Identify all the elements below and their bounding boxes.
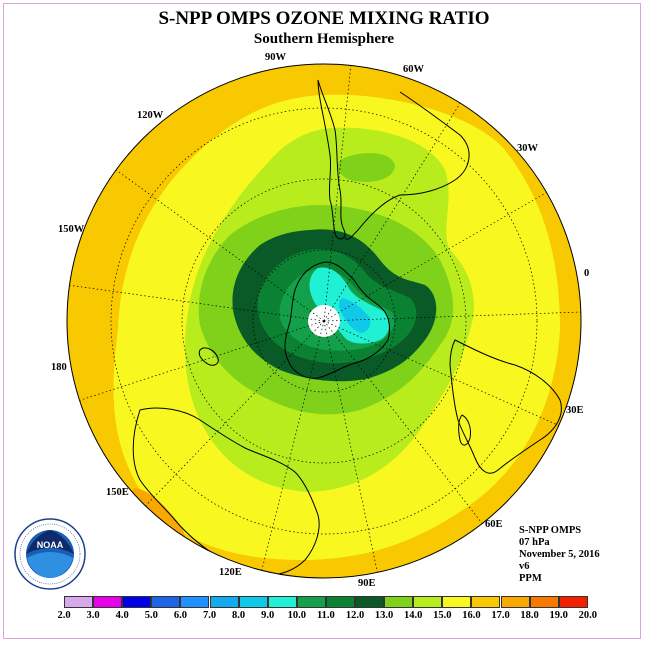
meridian-line xyxy=(145,320,325,507)
coast-africa xyxy=(449,339,562,474)
colorbar-tick-label: 7.0 xyxy=(202,610,217,621)
field-blue xyxy=(338,298,371,333)
info-units: PPM xyxy=(519,573,542,584)
colorbar-swatch xyxy=(296,596,326,608)
lon-label-30w: 30W xyxy=(517,143,538,154)
meridian-line xyxy=(323,320,378,573)
lon-label-60w: 60W xyxy=(403,64,424,75)
colorbar-swatch xyxy=(442,596,472,608)
colorbar-tick-label: 17.0 xyxy=(491,610,510,621)
coast-new-zealand xyxy=(198,347,219,366)
noaa-logo: NOAA xyxy=(14,518,86,590)
info-level: 07 hPa xyxy=(519,537,550,548)
colorbar-swatch xyxy=(267,596,297,608)
figure-frame xyxy=(3,3,641,639)
colorbar-tick-label: 15.0 xyxy=(433,610,452,621)
info-block: S-NPP OMPS 07 hPa November 5, 2016 v6 PP… xyxy=(519,525,600,585)
lon-label-30e: 30E xyxy=(566,405,584,416)
coast-south-america-east xyxy=(344,91,470,240)
disc-outline xyxy=(66,63,582,579)
meridian-line xyxy=(323,320,559,426)
lat-circle xyxy=(110,107,538,535)
lon-label-180: 180 xyxy=(51,362,67,373)
colorbar-tick-label: 19.0 xyxy=(549,610,568,621)
lat-circle xyxy=(252,249,396,393)
meridian-line xyxy=(323,311,581,322)
colorbar-tick-label: 20.0 xyxy=(578,610,597,621)
lon-label-120w: 120W xyxy=(137,110,164,121)
chart-title: S-NPP OMPS OZONE MIXING RATIO xyxy=(158,8,490,29)
lon-label-0: 0 xyxy=(584,268,590,279)
chart-subtitle: Southern Hemisphere xyxy=(253,31,395,47)
colorbar-tick-label: 16.0 xyxy=(462,610,481,621)
colorbar-tick-label: 12.0 xyxy=(345,610,365,621)
colorbar-tick-label: 4.0 xyxy=(115,610,129,621)
colorbar-tick-label: 2.0 xyxy=(57,610,71,621)
lat-circle xyxy=(181,178,467,464)
info-version: v6 xyxy=(519,561,530,572)
colorbar-swatch xyxy=(325,596,355,608)
lon-label-90e: 90E xyxy=(358,578,376,589)
meridian-line xyxy=(323,192,547,322)
colorbar-tick-label: 18.0 xyxy=(520,610,539,621)
lon-label-90w: 90W xyxy=(265,52,286,63)
lon-label-150e: 150E xyxy=(106,487,129,498)
meridian-line xyxy=(323,320,483,524)
colorbar-swatch xyxy=(384,596,414,608)
colorbar-swatch xyxy=(93,596,123,608)
meridian-line xyxy=(323,102,461,322)
coastlines xyxy=(132,79,562,576)
colorbar-tick-label: 3.0 xyxy=(86,610,100,621)
colorbar-swatch xyxy=(558,596,588,608)
noaa-logo-text: NOAA xyxy=(37,540,64,550)
colorbar-swatch xyxy=(180,596,210,608)
colorbar-swatch xyxy=(413,596,443,608)
meridian-line xyxy=(79,320,325,401)
map-disc xyxy=(67,64,581,578)
coast-antarctica xyxy=(284,261,391,379)
lon-label-150w: 150W xyxy=(58,224,85,235)
meridian-line xyxy=(261,320,325,571)
colorbar-tick-label: 11.0 xyxy=(316,610,335,621)
meridian-line xyxy=(115,169,325,322)
colorbar-swatch xyxy=(122,596,152,608)
coast-south-america xyxy=(317,79,346,240)
info-date: November 5, 2016 xyxy=(519,549,600,560)
colorbar-tick-label: 10.0 xyxy=(287,610,306,621)
colorbar-tick-label: 8.0 xyxy=(232,610,246,621)
meridian-line xyxy=(69,284,325,322)
colorbar-swatch xyxy=(471,596,501,608)
meridian-line xyxy=(323,65,352,322)
colorbar-tick-label: 5.0 xyxy=(144,610,158,621)
colorbar-swatch xyxy=(500,596,530,608)
colorbar-tick-label: 9.0 xyxy=(261,610,275,621)
colorbar-swatch xyxy=(529,596,559,608)
coast-australia xyxy=(132,407,320,576)
colorbar-swatch xyxy=(151,596,181,608)
meridian-lines xyxy=(69,65,581,573)
colorbar-swatch xyxy=(209,596,239,608)
colorbar-swatch xyxy=(238,596,268,608)
lon-label-60e: 60E xyxy=(485,519,503,530)
field-green-north xyxy=(337,153,395,182)
colorbar-tick-label: 6.0 xyxy=(173,610,187,621)
colorbar-tick-label: 14.0 xyxy=(404,610,423,621)
colorbar-swatch xyxy=(355,596,385,608)
colorbar-tick-label: 13.0 xyxy=(374,610,394,621)
info-instrument: S-NPP OMPS xyxy=(519,525,582,536)
lon-label-120e: 120E xyxy=(219,567,242,578)
coast-madagascar xyxy=(458,414,471,446)
colorbar-swatch xyxy=(64,596,94,608)
